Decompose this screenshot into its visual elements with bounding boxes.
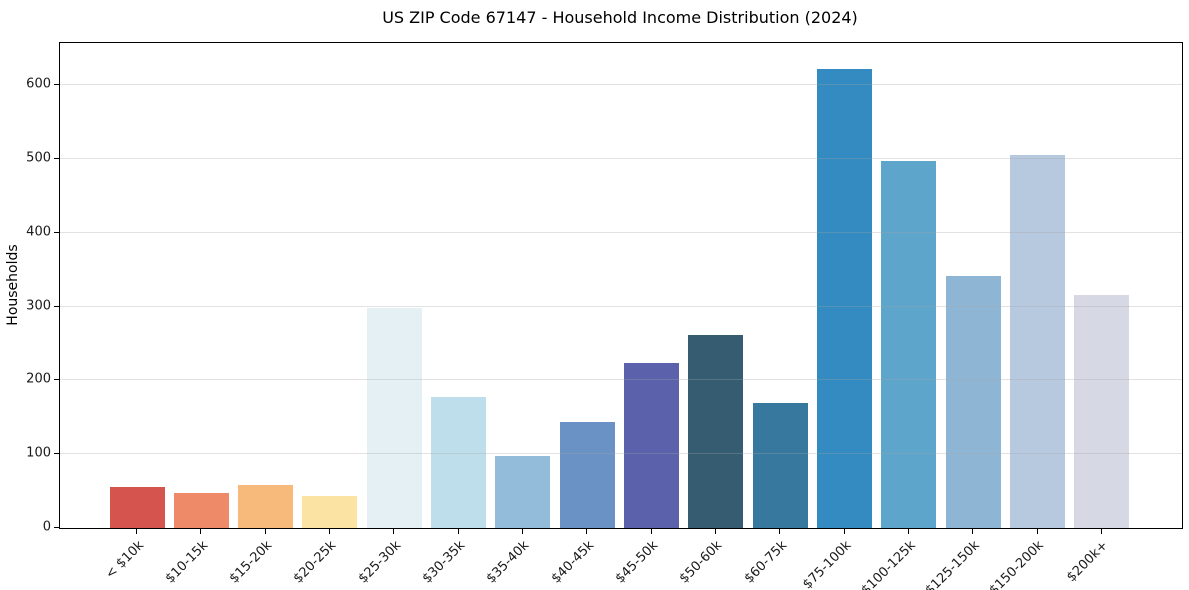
y-axis-label: Households [5,244,21,326]
gridline-600 [60,84,1182,86]
y-tick-label-600: 600 [26,76,51,92]
x-tick-mark-$50-60k [715,529,716,534]
x-tick-mark-$10-15k [200,529,202,534]
bar-$15-20k [238,485,294,528]
x-tick-mark-$20-25k [329,529,330,534]
y-tick-mark-0 [54,527,59,528]
bar-$35-40k [495,455,551,528]
x-tick-label-$200k+: $200k+ [1064,538,1112,586]
x-tick-mark-$75-100k [843,529,845,534]
y-tick-mark-500 [54,157,59,159]
y-tick-mark-600 [54,84,59,86]
bar-$10-15k [173,493,229,528]
x-tick-mark-$125-150k [972,529,974,534]
x-tick-label-$45-50k: $45-50k [612,538,662,587]
x-tick-mark-$25-30k [393,529,395,534]
x-tick-label-$40-45k: $40-45k [548,538,597,587]
x-tick-mark-< $10k [136,529,137,534]
x-tick-label-$75-100k: $75-100k [799,538,855,590]
bar-$45-50k [624,363,680,528]
bar-$125-150k [945,275,1001,528]
bar-< $10k [109,486,165,528]
bar-$20-25k [302,495,358,528]
x-tick-label-$35-40k: $35-40k [484,538,533,587]
y-tick-mark-300 [54,305,59,307]
x-tick-mark-$150-200k [1036,529,1038,534]
bar-$25-30k [366,308,422,528]
y-tick-label-400: 400 [26,224,51,240]
y-tick-label-200: 200 [26,371,51,387]
x-tick-mark-$45-50k [650,529,652,534]
x-tick-label-< $10k: < $10k [102,538,147,583]
x-tick-label-$15-20k: $15-20k [226,538,276,587]
y-tick-label-500: 500 [26,150,51,166]
bar-$60-75k [752,403,808,528]
chart-title: US ZIP Code 67147 - Household Income Dis… [382,8,858,27]
x-tick-label-$10-15k: $10-15k [162,538,211,587]
x-tick-mark-$40-45k [586,529,588,534]
y-tick-mark-100 [54,453,59,455]
x-tick-label-$20-25k: $20-25k [291,538,340,587]
bar-$200k+ [1074,294,1130,528]
y-tick-label-0: 0 [42,519,51,535]
y-tick-label-300: 300 [26,298,51,313]
x-tick-mark-$35-40k [522,529,523,534]
y-tick-mark-200 [54,379,59,381]
x-tick-label-$100-125k: $100-125k [858,538,919,590]
bar-$100-125k [881,161,937,528]
bar-$40-45k [559,422,615,528]
bar-$75-100k [817,68,873,528]
x-tick-label-$150-200k: $150-200k [987,538,1048,590]
bar-$30-35k [431,396,487,528]
x-tick-mark-$60-75k [779,529,781,534]
x-tick-label-$30-35k: $30-35k [419,538,469,587]
bar-$50-60k [688,334,744,528]
x-tick-mark-$100-125k [908,529,909,534]
plot-area [59,42,1183,529]
x-tick-mark-$200k+ [1100,529,1102,534]
bar-$150-200k [1010,154,1066,528]
x-tick-label-$25-30k: $25-30k [355,538,404,587]
x-tick-label-$125-150k: $125-150k [922,538,983,590]
x-tick-label-$50-60k: $50-60k [677,538,726,587]
x-tick-label-$60-75k: $60-75k [741,538,790,587]
x-tick-mark-$30-35k [457,529,459,534]
x-tick-mark-$15-20k [264,529,266,534]
y-tick-mark-400 [54,231,59,233]
y-tick-label-100: 100 [26,445,51,461]
